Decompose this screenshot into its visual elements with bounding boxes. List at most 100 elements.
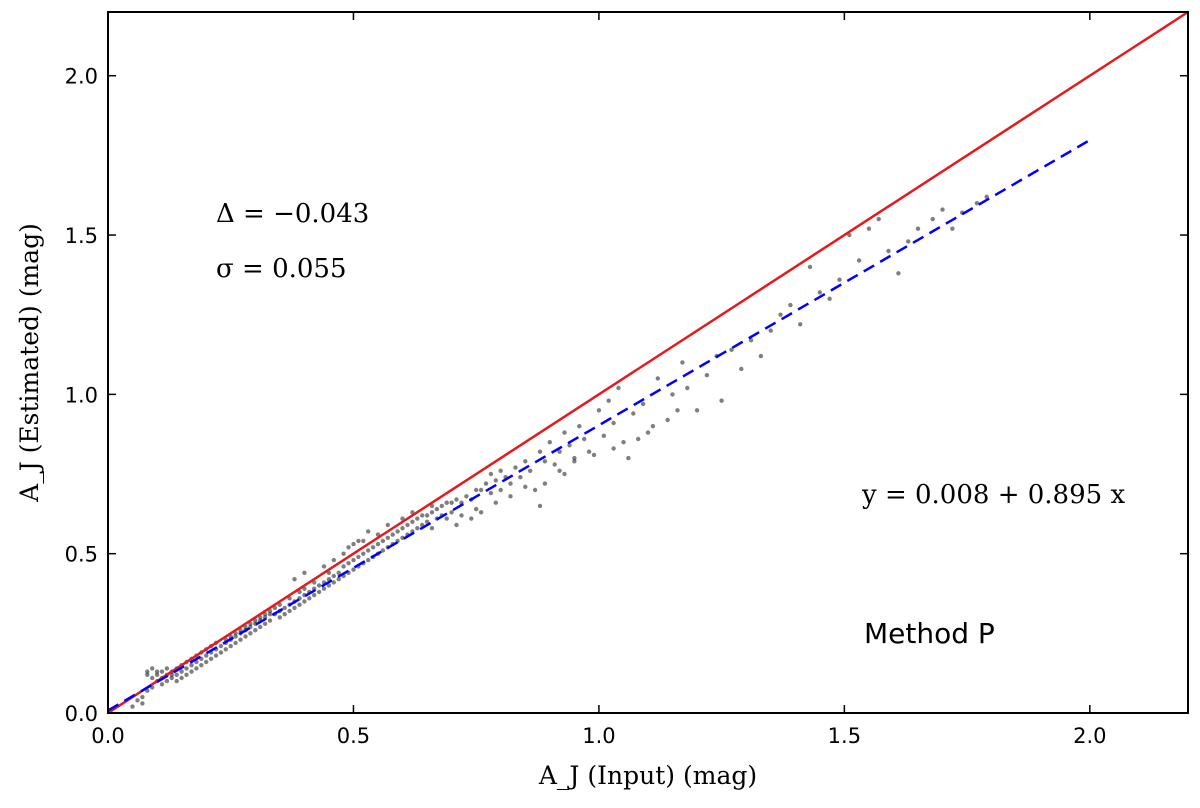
- scatter-point: [739, 366, 744, 372]
- scatter-point: [748, 338, 754, 343]
- scatter-point: [464, 494, 469, 499]
- scatter-point: [645, 430, 651, 435]
- scatter-point: [547, 440, 552, 445]
- scatter-point: [282, 612, 287, 617]
- scatter-point: [434, 506, 440, 512]
- scatter-point: [429, 526, 435, 531]
- scatter-point: [424, 513, 430, 518]
- scatter-point: [321, 564, 327, 569]
- scatter-point: [366, 557, 371, 563]
- scatter-point: [680, 360, 685, 365]
- scatter-point: [798, 322, 803, 327]
- scatter-point: [140, 701, 145, 706]
- scatter-point: [223, 647, 228, 652]
- scatter-point: [557, 468, 562, 473]
- scatter-point: [694, 408, 700, 413]
- scatter-point: [488, 471, 494, 477]
- scatter-point: [302, 599, 307, 604]
- scatter-point: [420, 513, 425, 518]
- scatter-point: [253, 628, 258, 633]
- scatter-point: [886, 248, 891, 254]
- scatter-point: [400, 535, 405, 540]
- scatter-point: [346, 545, 351, 550]
- scatter-point: [670, 392, 675, 397]
- scatter-point: [856, 258, 862, 263]
- fit-equation-annotation: y = 0.008 + 0.895 x: [861, 480, 1125, 510]
- scatter-point: [204, 659, 209, 665]
- scatter-point: [508, 481, 513, 486]
- x-tick-label: 0.5: [337, 724, 370, 748]
- scatter-point: [729, 347, 734, 352]
- scatter-point: [508, 494, 513, 499]
- scatter-point: [601, 433, 606, 438]
- scatter-point: [218, 650, 224, 655]
- scatter-point: [685, 385, 690, 391]
- scatter-point: [827, 296, 832, 301]
- scatter-point: [194, 666, 199, 671]
- scatter-point: [199, 663, 204, 668]
- scatter-point: [184, 672, 189, 677]
- scatter-point: [385, 522, 390, 528]
- scatter-point: [650, 424, 656, 429]
- scatter-point: [150, 666, 155, 671]
- scatter-point: [336, 570, 341, 575]
- scatter-point: [444, 516, 449, 521]
- scatter-point: [154, 672, 160, 677]
- scatter-point: [424, 519, 430, 524]
- scatter-point: [940, 207, 945, 212]
- scatter-point: [154, 669, 160, 674]
- scatter-point: [331, 573, 336, 579]
- scatter-point: [758, 353, 764, 359]
- scatter-point: [248, 631, 253, 636]
- scatter-point: [405, 522, 410, 528]
- scatter-point: [400, 526, 405, 531]
- scatter-point: [267, 618, 273, 623]
- scatter-point: [591, 452, 597, 458]
- scatter-point: [449, 510, 454, 515]
- scatter-point: [523, 484, 528, 489]
- scatter-point: [636, 436, 641, 442]
- y-tick-label: 0.0: [65, 702, 98, 726]
- scatter-point: [974, 201, 980, 206]
- scatter-point: [184, 666, 189, 671]
- scatter-point: [233, 634, 238, 639]
- scatter-point: [459, 513, 464, 518]
- scatter-point: [493, 478, 498, 483]
- chart-marks: [107, 10, 1189, 715]
- scatter-point: [498, 487, 503, 493]
- scatter-point: [218, 643, 224, 649]
- scatter-point: [906, 239, 911, 244]
- x-axis-label: A_J (Input) (mag): [538, 761, 757, 790]
- scatter-point: [380, 548, 386, 553]
- scatter-point: [292, 605, 297, 611]
- x-tick-label: 1.0: [582, 724, 615, 748]
- scatter-point: [719, 398, 724, 403]
- scatter-point: [326, 583, 332, 588]
- scatter-point: [896, 271, 901, 276]
- scatter-point: [626, 455, 631, 461]
- scatter-point: [297, 602, 302, 607]
- scatter-point: [675, 408, 680, 413]
- scatter-point: [837, 277, 842, 282]
- scatter-point: [164, 666, 170, 671]
- scatter-point: [292, 577, 297, 582]
- scatter-point: [189, 663, 194, 668]
- scatter-point: [341, 564, 346, 569]
- y-tick-label: 1.0: [65, 383, 98, 407]
- scatter-point: [179, 669, 184, 674]
- scatter-point: [474, 506, 479, 512]
- scatter-point: [287, 608, 292, 614]
- y-tick-label: 2.0: [65, 65, 98, 89]
- scatter-point: [488, 490, 494, 496]
- scatter-point: [704, 373, 710, 378]
- scatter-point: [282, 605, 287, 611]
- scatter-point: [174, 678, 179, 684]
- scatter-point: [454, 522, 459, 528]
- scatter-point: [665, 417, 670, 423]
- scatter-point: [621, 440, 626, 445]
- scatter-point: [449, 500, 454, 505]
- scatter-point: [361, 538, 366, 544]
- scatter-point: [233, 640, 238, 646]
- scatter-point: [562, 471, 567, 477]
- scatter-point: [807, 264, 813, 270]
